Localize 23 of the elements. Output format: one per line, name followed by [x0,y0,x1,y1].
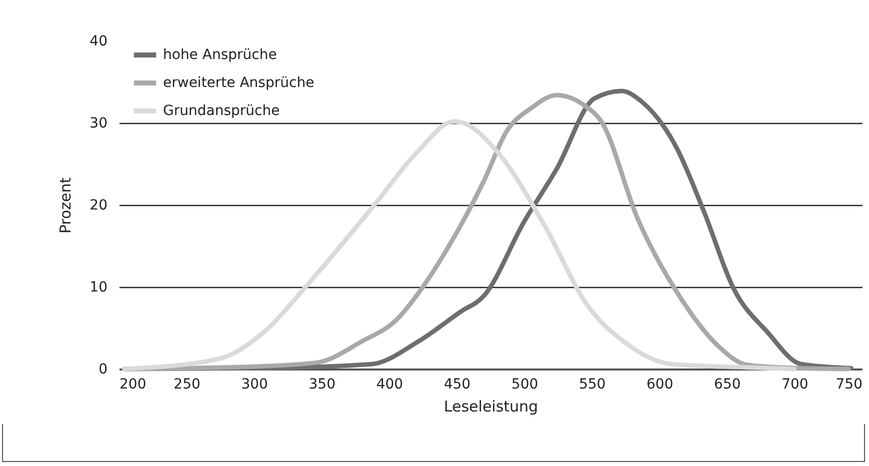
legend-label: hohe Ansprüche [163,47,277,63]
x-tick-label: 500 [511,376,538,392]
legend-label: erweiterte Ansprüche [163,75,314,91]
x-tick-label: 400 [376,376,404,392]
x-tick-label: 550 [578,376,606,392]
x-tick-label: 600 [646,376,674,392]
x-tick-label: 350 [308,376,336,392]
legend-label: Grundansprüche [163,103,280,119]
x-tick-label: 650 [714,376,741,392]
x-tick-label: 450 [444,376,471,392]
line-series [122,119,797,372]
y-axis-title: Prozent [56,177,75,234]
x-tick-label: 200 [120,376,146,392]
x-tick-label: 750 [836,376,862,392]
x-tick-label: 250 [174,376,200,392]
y-tick-label: 10 [90,280,108,296]
x-tick-label: 300 [241,376,268,392]
y-tick-label: 20 [90,198,108,214]
y-tick-label: 40 [90,34,108,50]
x-axis-title: Leseleistung [444,398,538,416]
y-tick-label: 30 [90,116,108,132]
y-tick-label: 0 [98,362,108,378]
x-tick-label: 700 [782,376,808,392]
